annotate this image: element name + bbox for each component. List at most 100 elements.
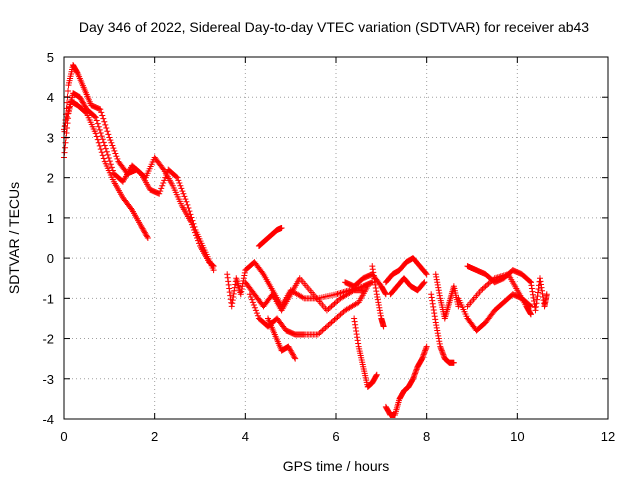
data-point (435, 284, 442, 291)
data-point (82, 109, 89, 116)
data-point (107, 137, 114, 144)
data-point (240, 275, 247, 282)
data-point (351, 318, 358, 325)
data-point (317, 328, 324, 335)
data-point (421, 279, 428, 286)
data-point (226, 289, 233, 296)
x-tick-label: 6 (332, 429, 339, 444)
data-point (455, 303, 462, 310)
data-point (535, 285, 542, 292)
data-point (173, 173, 180, 180)
data-point (185, 205, 192, 212)
data-point (246, 291, 253, 298)
data-point (437, 344, 444, 351)
data-point (61, 123, 68, 130)
data-point (527, 279, 534, 286)
data-point (411, 373, 418, 380)
y-tick-label: 0 (47, 251, 54, 266)
data-point (434, 281, 441, 288)
data-point (434, 330, 441, 337)
data-point (527, 310, 534, 317)
y-tick-label: -1 (42, 291, 54, 306)
data-point (420, 351, 427, 358)
data-point (113, 153, 120, 160)
data-point (432, 271, 439, 278)
data-point (533, 300, 540, 307)
data-point (326, 320, 333, 327)
data-point (178, 185, 185, 192)
data-point (101, 118, 108, 125)
data-point (325, 322, 332, 329)
data-point (530, 294, 537, 301)
data-point (97, 129, 104, 136)
data-point (534, 289, 541, 296)
data-point (352, 321, 359, 328)
data-point (412, 369, 419, 376)
data-point (181, 193, 188, 200)
data-point (410, 374, 417, 381)
data-point (179, 188, 186, 195)
data-point (97, 106, 104, 113)
data-point (102, 121, 109, 128)
x-axis-label: GPS time / hours (283, 458, 390, 474)
data-point (354, 337, 361, 344)
series-track-d (224, 259, 376, 310)
data-point (93, 117, 100, 124)
chart-title: Day 346 of 2022, Sidereal Day-to-day VTE… (79, 19, 589, 35)
data-point (422, 347, 429, 354)
data-point (430, 303, 437, 310)
data-point (353, 331, 360, 338)
data-point (423, 344, 430, 351)
data-point (533, 296, 540, 303)
data-point (247, 293, 254, 300)
data-point (334, 298, 341, 305)
data-point (538, 281, 545, 288)
data-point (438, 347, 445, 354)
data-point (104, 151, 111, 158)
data-point (114, 155, 121, 162)
data-point (481, 284, 488, 291)
data-point (413, 366, 420, 373)
data-point (433, 273, 440, 280)
data-point (334, 314, 341, 321)
data-point (252, 307, 259, 314)
data-point (174, 174, 181, 181)
data-point (543, 291, 550, 298)
data-point (106, 158, 113, 165)
data-point (108, 139, 115, 146)
data-point (64, 113, 71, 120)
series-track-o (428, 291, 457, 366)
data-point (98, 109, 105, 116)
data-point (105, 155, 112, 162)
data-point (529, 288, 536, 295)
data-point (177, 182, 184, 189)
data-point (410, 375, 417, 382)
series-track-j (351, 315, 380, 390)
data-point (250, 302, 257, 309)
data-point (423, 271, 430, 278)
data-point (182, 196, 189, 203)
data-point (106, 134, 113, 141)
data-point (422, 346, 429, 353)
data-point (371, 278, 378, 285)
data-point (103, 148, 110, 155)
data-point (421, 350, 428, 357)
data-point (61, 149, 68, 156)
data-point (354, 334, 361, 341)
data-point (431, 310, 438, 317)
y-axis-label: SDTVAR / TECUs (6, 182, 22, 294)
data-point (316, 330, 323, 337)
data-point (331, 300, 338, 307)
data-point (370, 269, 377, 276)
data-point (353, 327, 360, 334)
series-track-r (464, 263, 534, 286)
data-point (248, 296, 255, 303)
data-point (436, 292, 443, 299)
data-point (434, 279, 441, 286)
data-point (355, 340, 362, 347)
data-point (422, 270, 429, 277)
data-point (102, 145, 109, 152)
data-point (161, 177, 168, 184)
series-track-g (265, 315, 299, 362)
data-point (411, 371, 418, 378)
